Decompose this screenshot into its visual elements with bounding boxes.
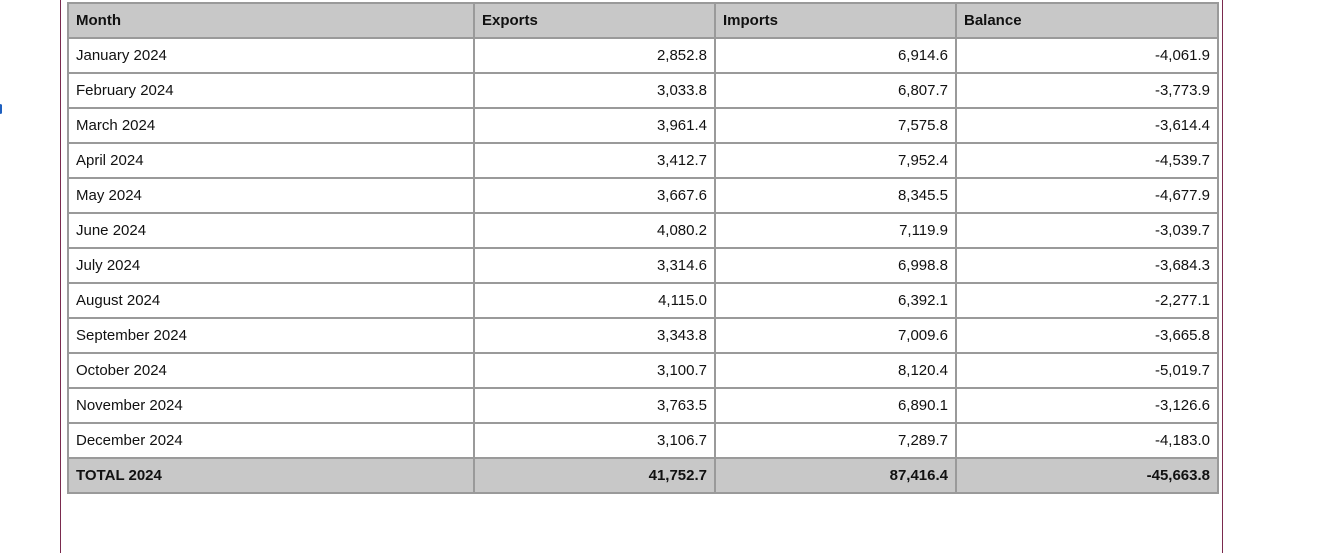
total-row: TOTAL 2024 41,752.7 87,416.4 -45,663.8 (67, 457, 1219, 494)
cell-imports: 6,998.8 (714, 247, 957, 284)
cell-month: July 2024 (67, 247, 475, 284)
table-row: January 2024 2,852.8 6,914.6 -4,061.9 (67, 37, 1219, 74)
content-right-border (1222, 0, 1223, 553)
cell-month: February 2024 (67, 72, 475, 109)
cell-imports: 6,392.1 (714, 282, 957, 319)
cell-exports: 3,033.8 (473, 72, 716, 109)
cell-exports: 4,115.0 (473, 282, 716, 319)
cell-month: September 2024 (67, 317, 475, 354)
cell-exports: 3,961.4 (473, 107, 716, 144)
cell-exports: 41,752.7 (473, 457, 716, 494)
header-balance: Balance (955, 2, 1219, 39)
cell-exports: 3,763.5 (473, 387, 716, 424)
table-row: October 2024 3,100.7 8,120.4 -5,019.7 (67, 352, 1219, 389)
cell-imports: 7,119.9 (714, 212, 957, 249)
cell-month: November 2024 (67, 387, 475, 424)
cell-exports: 3,667.6 (473, 177, 716, 214)
cell-imports: 8,345.5 (714, 177, 957, 214)
cell-balance: -3,614.4 (955, 107, 1219, 144)
cell-month: June 2024 (67, 212, 475, 249)
cell-exports: 3,100.7 (473, 352, 716, 389)
cell-exports: 3,343.8 (473, 317, 716, 354)
cell-month: March 2024 (67, 107, 475, 144)
cell-exports: 3,412.7 (473, 142, 716, 179)
cell-month: April 2024 (67, 142, 475, 179)
table-row: November 2024 3,763.5 6,890.1 -3,126.6 (67, 387, 1219, 424)
trade-balance-table: Month Exports Imports Balance January 20… (67, 2, 1219, 494)
content-left-border (60, 0, 61, 553)
cell-imports: 6,890.1 (714, 387, 957, 424)
cell-balance: -4,539.7 (955, 142, 1219, 179)
cell-month: December 2024 (67, 422, 475, 459)
cell-month: October 2024 (67, 352, 475, 389)
table-row: March 2024 3,961.4 7,575.8 -3,614.4 (67, 107, 1219, 144)
cell-exports: 3,314.6 (473, 247, 716, 284)
cell-imports: 7,289.7 (714, 422, 957, 459)
cell-imports: 7,952.4 (714, 142, 957, 179)
cell-imports: 6,914.6 (714, 37, 957, 74)
cell-balance: -3,684.3 (955, 247, 1219, 284)
table-row: September 2024 3,343.8 7,009.6 -3,665.8 (67, 317, 1219, 354)
cell-month: August 2024 (67, 282, 475, 319)
cell-balance: -2,277.1 (955, 282, 1219, 319)
cell-balance: -3,126.6 (955, 387, 1219, 424)
cell-balance: -3,773.9 (955, 72, 1219, 109)
header-imports: Imports (714, 2, 957, 39)
cell-exports: 4,080.2 (473, 212, 716, 249)
cell-balance: -3,665.8 (955, 317, 1219, 354)
table-row: June 2024 4,080.2 7,119.9 -3,039.7 (67, 212, 1219, 249)
cell-balance: -3,039.7 (955, 212, 1219, 249)
cell-balance: -4,061.9 (955, 37, 1219, 74)
cell-balance: -5,019.7 (955, 352, 1219, 389)
cell-exports: 3,106.7 (473, 422, 716, 459)
table-row: July 2024 3,314.6 6,998.8 -3,684.3 (67, 247, 1219, 284)
cell-month: January 2024 (67, 37, 475, 74)
header-month: Month (67, 2, 475, 39)
header-exports: Exports (473, 2, 716, 39)
cell-imports: 6,807.7 (714, 72, 957, 109)
cell-month: TOTAL 2024 (67, 457, 475, 494)
cell-imports: 7,009.6 (714, 317, 957, 354)
edge-fragment (0, 104, 3, 114)
table-row: May 2024 3,667.6 8,345.5 -4,677.9 (67, 177, 1219, 214)
cell-month: May 2024 (67, 177, 475, 214)
cell-balance: -45,663.8 (955, 457, 1219, 494)
cell-imports: 87,416.4 (714, 457, 957, 494)
table-row: August 2024 4,115.0 6,392.1 -2,277.1 (67, 282, 1219, 319)
table-row: April 2024 3,412.7 7,952.4 -4,539.7 (67, 142, 1219, 179)
header-row: Month Exports Imports Balance (67, 2, 1219, 39)
cell-imports: 8,120.4 (714, 352, 957, 389)
cell-imports: 7,575.8 (714, 107, 957, 144)
cell-balance: -4,183.0 (955, 422, 1219, 459)
table-row: December 2024 3,106.7 7,289.7 -4,183.0 (67, 422, 1219, 459)
cell-balance: -4,677.9 (955, 177, 1219, 214)
cell-exports: 2,852.8 (473, 37, 716, 74)
table-row: February 2024 3,033.8 6,807.7 -3,773.9 (67, 72, 1219, 109)
